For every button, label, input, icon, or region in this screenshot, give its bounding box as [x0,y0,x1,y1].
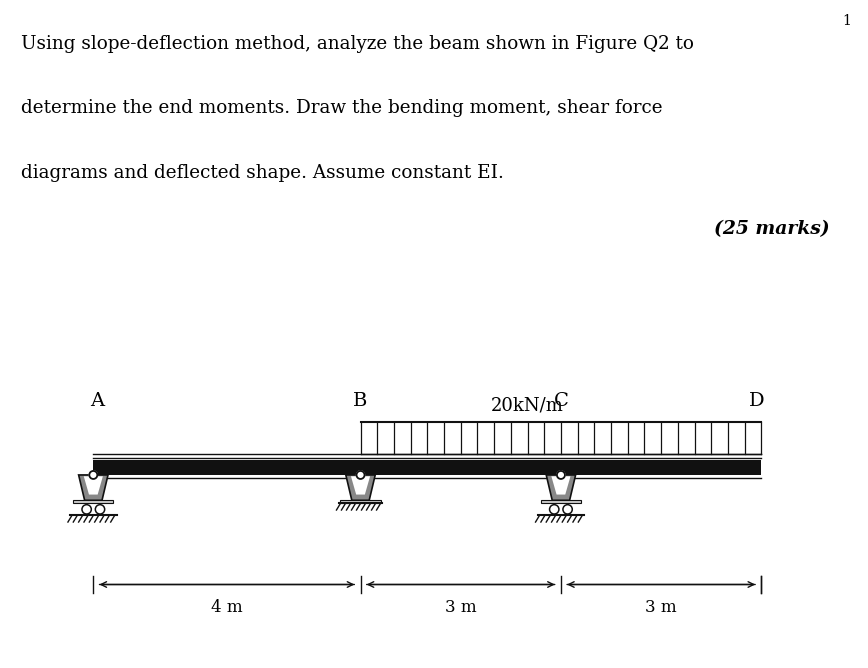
Text: Using slope-deflection method, analyze the beam shown in Figure Q2 to: Using slope-deflection method, analyze t… [22,35,694,53]
Polygon shape [84,476,103,494]
Text: 3 m: 3 m [645,599,677,616]
Circle shape [357,471,365,479]
Text: 1: 1 [842,14,851,28]
Polygon shape [546,475,575,500]
Text: determine the end moments. Draw the bending moment, shear force: determine the end moments. Draw the bend… [22,100,663,118]
Text: C: C [554,392,569,410]
Bar [340,500,380,504]
Text: 3 m: 3 m [445,599,477,616]
Circle shape [95,505,105,514]
Text: (25 marks): (25 marks) [714,220,830,238]
Bar [73,500,114,504]
Polygon shape [551,476,570,494]
Polygon shape [345,475,375,500]
Text: diagrams and deflected shape. Assume constant EI.: diagrams and deflected shape. Assume con… [22,164,504,182]
Circle shape [549,505,559,514]
Text: 4 m: 4 m [211,599,243,616]
Circle shape [563,505,572,514]
Circle shape [82,505,91,514]
Text: D: D [749,392,765,410]
Text: A: A [90,392,104,410]
Polygon shape [79,475,108,500]
Text: B: B [353,392,368,410]
Bar [541,500,581,504]
Bar [94,460,761,475]
Circle shape [89,471,97,479]
Circle shape [557,471,565,479]
Polygon shape [351,476,370,494]
Text: 20kN/m: 20kN/m [491,396,564,414]
